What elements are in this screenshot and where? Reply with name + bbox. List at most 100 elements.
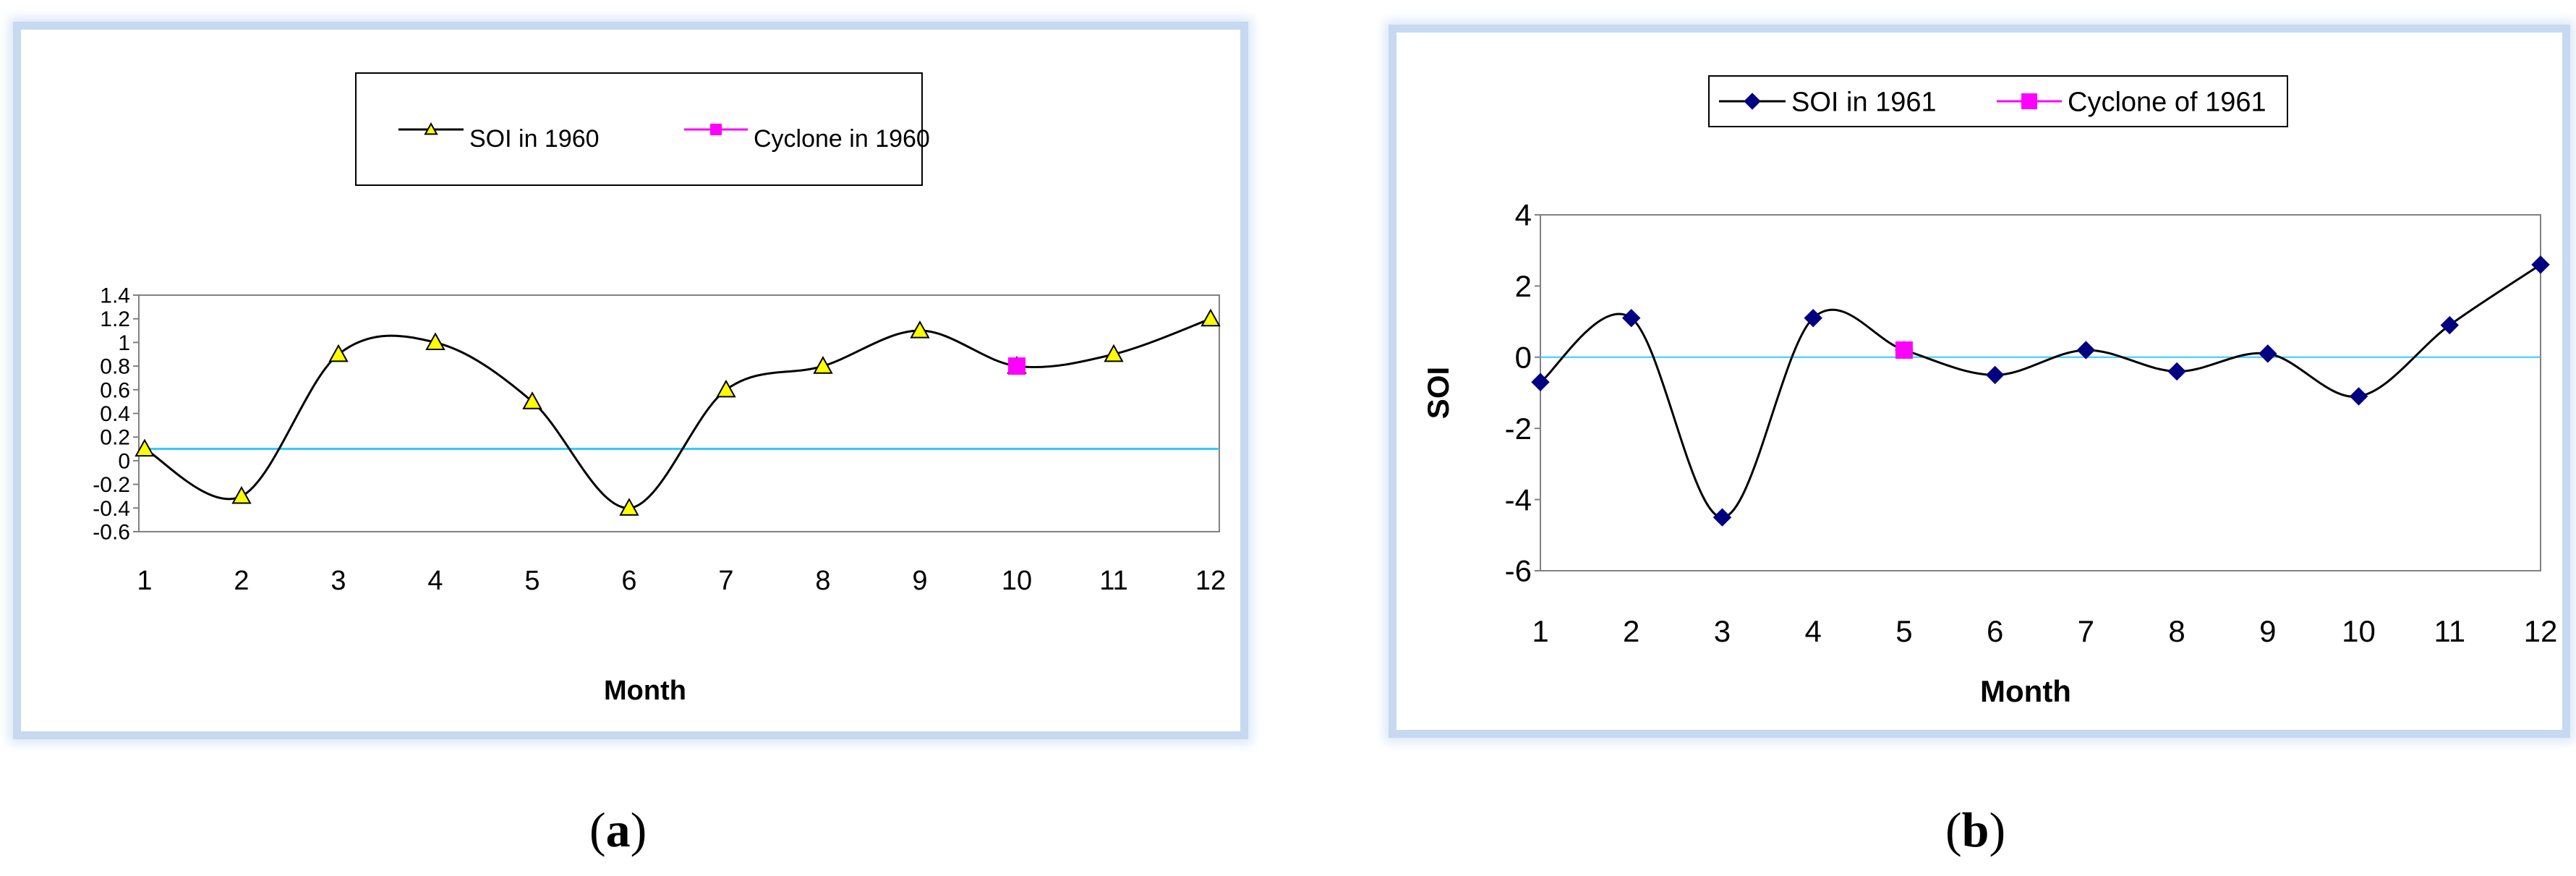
x-tick-label: 2: [1623, 614, 1639, 648]
x-tick-label: 11: [2434, 614, 2465, 648]
data-point: [522, 391, 542, 409]
legend-item: Cyclone in 1960: [684, 124, 930, 153]
caption-b: (b): [1945, 802, 2006, 857]
y-tick-label: 0.2: [100, 426, 130, 450]
data-point: [1008, 357, 1025, 375]
x-tick-label: 3: [1714, 614, 1731, 648]
data-point: [425, 332, 445, 350]
legend-marker: [2021, 93, 2037, 109]
data-point: [2259, 344, 2277, 363]
plot-area: [1540, 214, 2541, 571]
data-point: [1895, 341, 1913, 359]
y-tick-label: 0: [1515, 341, 1532, 375]
data-point: [2167, 362, 2186, 381]
y-tick-label: 1: [118, 331, 130, 355]
y-tick-label: -4: [1505, 482, 1532, 516]
y-tick-label: 0.6: [100, 378, 130, 402]
legend-item: SOI in 1961: [1719, 87, 1937, 117]
x-axis-title: Month: [604, 676, 686, 706]
legend-label: SOI in 1960: [469, 125, 600, 153]
data-point: [328, 344, 349, 362]
x-tick-label: 5: [524, 566, 539, 596]
data-point: [1200, 308, 1221, 327]
x-tick-label: 8: [815, 566, 830, 596]
data-point: [135, 438, 155, 457]
data-point: [2349, 387, 2368, 406]
data-point: [1804, 308, 1822, 328]
y-tick-label: -6: [1505, 554, 1532, 588]
x-tick-label: 12: [2524, 614, 2558, 648]
legend-marker: [710, 124, 722, 135]
caption-a-letter: a: [605, 802, 631, 857]
x-tick-label: 10: [2342, 614, 2376, 648]
data-point: [231, 485, 252, 504]
y-tick-label: -2: [1505, 412, 1532, 446]
legend: SOI in 1960 Cyclone in 1960: [355, 72, 930, 186]
legend-marker: [424, 122, 438, 135]
x-tick-label: 12: [1195, 566, 1226, 596]
data-point: [1531, 373, 1550, 391]
x-tick-label: 8: [2168, 614, 2185, 648]
y-tick-label: 1.4: [100, 284, 130, 308]
legend: SOI in 1961 Cyclone of 1961: [1708, 75, 2288, 127]
series: [1531, 255, 2550, 527]
data-point: [2076, 341, 2096, 360]
data-point: [813, 356, 833, 374]
data-point: [1713, 508, 1732, 527]
data-point: [1622, 308, 1641, 328]
series: [135, 308, 1221, 516]
x-tick-label: 2: [234, 566, 249, 596]
x-tick-label: 6: [621, 566, 636, 596]
y-tick-label: 0.4: [100, 402, 130, 426]
data-point: [1985, 365, 2005, 385]
series-line: [1540, 263, 2541, 519]
x-tick-label: 5: [1895, 614, 1912, 648]
y-tick-label: -0.6: [93, 521, 130, 545]
x-tick-label: 11: [1099, 566, 1127, 596]
y-tick-label: -0.4: [93, 497, 130, 521]
x-tick-label: 7: [2078, 614, 2094, 648]
y-tick-label: -0.2: [93, 473, 130, 497]
chart-a: SOI in 1960 Cyclone in 19601.41.210.80.60…: [93, 72, 1226, 706]
x-tick-label: 10: [1002, 566, 1032, 596]
x-tick-label: 7: [718, 566, 733, 596]
data-point: [1104, 344, 1124, 362]
chart-panel-a: SOI in 1960 Cyclone in 1960 1.4 1.2 1 0.8 0.6 0…: [13, 22, 1248, 739]
legend-label: SOI in 1961: [1791, 87, 1937, 117]
data-point: [2440, 315, 2459, 335]
series: [1895, 341, 1913, 359]
x-tick-label: 4: [1805, 614, 1822, 648]
x-axis-title: Month: [1980, 674, 2071, 708]
chart-panel-b: SOI in 1961 Cyclone of 1961 4 2 0 -2 -4 -6 1 2 3 4 5…: [1389, 25, 2570, 738]
y-axis-title: SOI: [1421, 367, 1455, 419]
x-tick-label: 3: [330, 566, 346, 596]
y-tick-label: 4: [1515, 198, 1532, 232]
y-tick-label: 2: [1515, 269, 1532, 303]
data-point: [2531, 255, 2550, 274]
x-tick-label: 6: [1987, 614, 2003, 648]
legend-label: Cyclone of 1961: [2068, 87, 2266, 117]
plot-area: [138, 294, 1220, 532]
legend-marker: [1744, 93, 1761, 110]
caption-b-letter: b: [1961, 802, 1989, 857]
x-tick-label: 9: [2259, 614, 2276, 648]
data-point: [619, 498, 639, 516]
y-tick-label: 0: [118, 449, 130, 473]
x-tick-label: 9: [912, 566, 927, 596]
y-axis: 1.41.210.80.60.40.20-0.2-0.4-0.6: [93, 284, 139, 545]
caption-a: (a): [589, 802, 647, 857]
data-point: [910, 320, 930, 339]
series: [1008, 357, 1025, 375]
y-axis: 4 2 0 -2 -4 -6: [1505, 198, 1540, 588]
y-tick-label: 1.2: [100, 307, 130, 331]
series-line: [144, 318, 1211, 509]
x-tick-label: 4: [427, 566, 443, 596]
x-tick-label: 1: [137, 566, 152, 596]
data-point: [716, 379, 736, 398]
x-axis: 1 2 3 4 5 6 7 8 9 10 11 12: [137, 566, 1226, 596]
x-axis: 1 2 3 4 5 6 7 8 9 10 11 12: [1532, 614, 2557, 648]
legend-label: Cyclone in 1960: [754, 125, 930, 153]
y-tick-label: 0.8: [100, 355, 130, 379]
x-tick-label: 1: [1532, 614, 1548, 648]
